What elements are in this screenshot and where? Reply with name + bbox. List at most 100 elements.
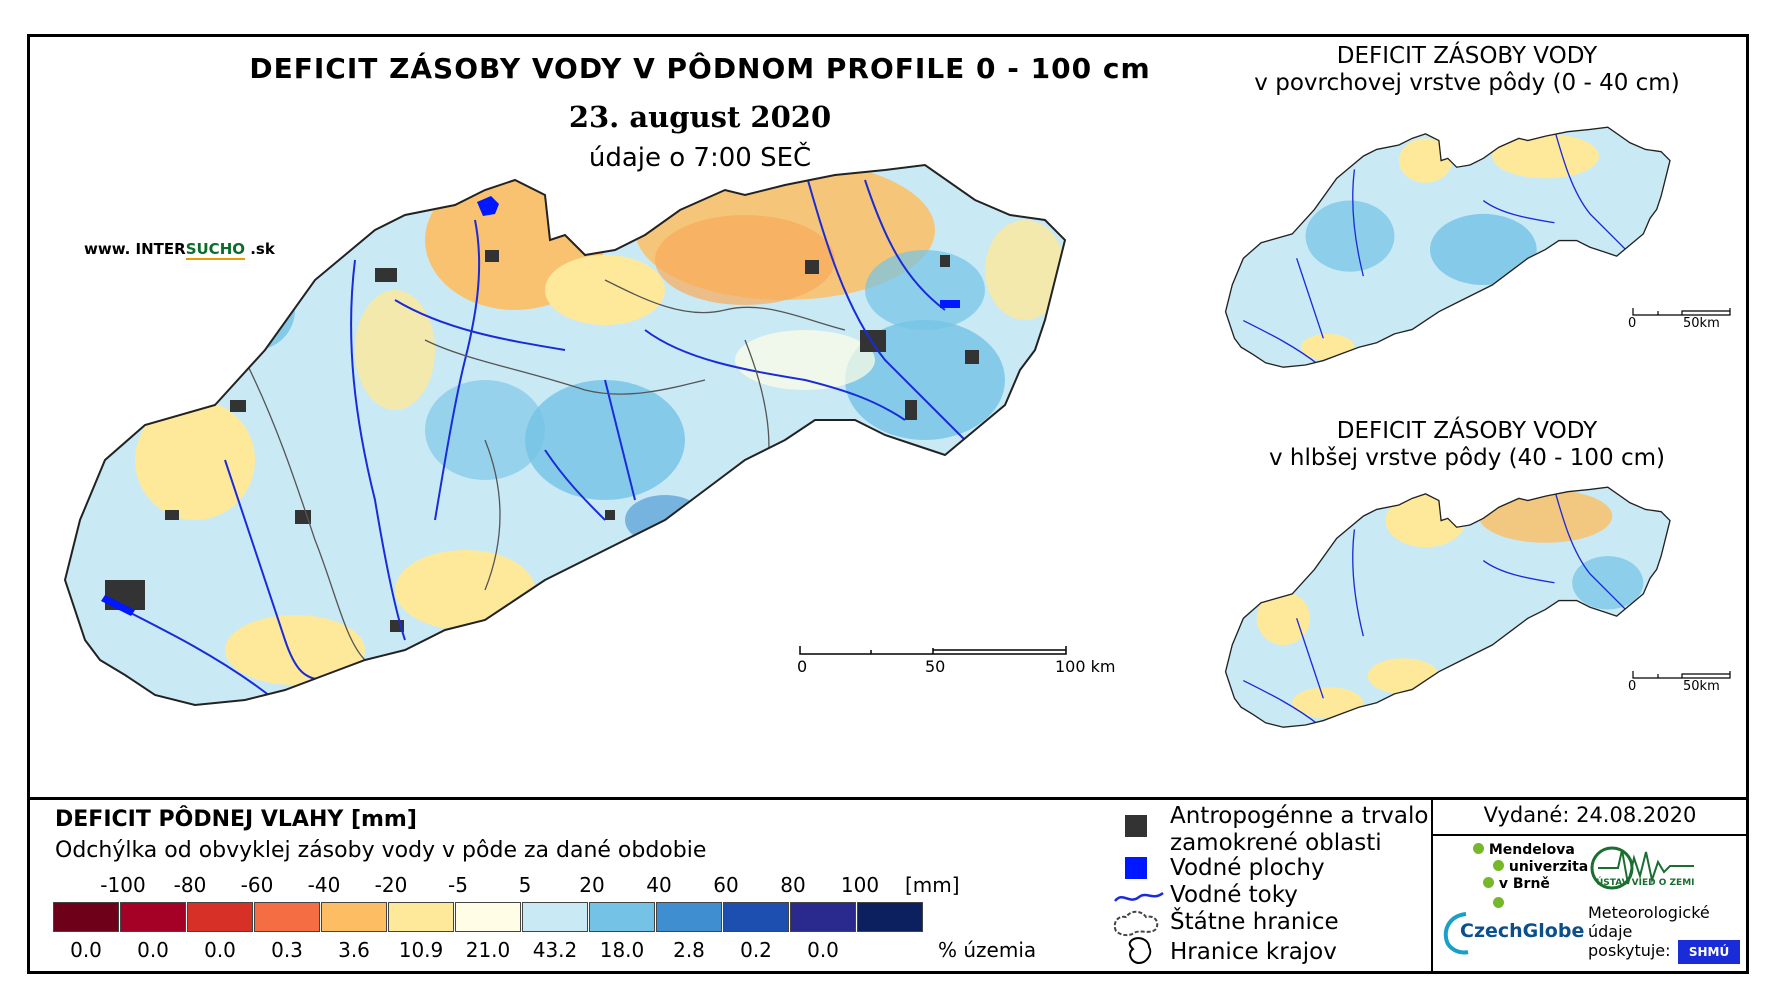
ustav-logo-text: ÚSTAV VIED O ZEMI bbox=[1596, 878, 1695, 888]
czechglobe-logo: CzechGlobe bbox=[1460, 920, 1585, 942]
side-map-top-title-line1: DEFICIT ZÁSOBY VODY bbox=[1336, 43, 1598, 69]
urban-area-label-line1: Antropogénne a trvalo bbox=[1170, 803, 1429, 829]
legend-title: DEFICIT PÔDNEJ VLAHY [mm] bbox=[55, 807, 417, 832]
legend-swatch bbox=[254, 902, 320, 932]
legend-percent: 18.0 bbox=[599, 938, 645, 962]
logo-separator-horizontal bbox=[1431, 834, 1749, 836]
legend-percent: 43.2 bbox=[532, 938, 578, 962]
website-suffix: .sk bbox=[245, 240, 275, 258]
legend-percent: 3.6 bbox=[338, 938, 370, 962]
side-scale-bar-top bbox=[1632, 308, 1731, 316]
water-body-symbol bbox=[1125, 857, 1147, 879]
main-scale-bar bbox=[799, 646, 1067, 655]
legend-tick: 20 bbox=[579, 873, 605, 897]
main-scale-label-100: 100 km bbox=[1055, 657, 1116, 676]
legend-percent: 0.0 bbox=[137, 938, 169, 962]
region-border-symbol bbox=[1128, 937, 1152, 965]
legend-tick: -5 bbox=[448, 873, 468, 897]
legend-swatch bbox=[321, 902, 387, 932]
legend-swatch bbox=[187, 902, 253, 932]
side-map-top-title-line2: v povrchovej vrstve pôdy (0 - 40 cm) bbox=[1254, 70, 1680, 96]
legend-tick: 40 bbox=[646, 873, 672, 897]
legend-percent: 0.0 bbox=[70, 938, 102, 962]
legend-tick: -60 bbox=[240, 873, 274, 897]
legend-separator bbox=[27, 797, 1749, 800]
main-scale-label-50: 50 bbox=[925, 657, 946, 676]
side-map-surface bbox=[1224, 126, 1671, 368]
legend-swatch bbox=[455, 902, 521, 932]
legend-swatch bbox=[723, 902, 789, 932]
side-scale-top-50: 50km bbox=[1683, 316, 1720, 331]
side-scale-top-0: 0 bbox=[1628, 316, 1637, 331]
water-body-label: Vodné plochy bbox=[1170, 855, 1325, 881]
mendel-text-1: Mendelova bbox=[1488, 842, 1575, 858]
legend-percent: 0.0 bbox=[807, 938, 839, 962]
side-map-bottom-title-line1: DEFICIT ZÁSOBY VODY bbox=[1336, 418, 1598, 444]
legend-tick: -20 bbox=[374, 873, 408, 897]
legend-percent: 21.0 bbox=[465, 938, 511, 962]
legend-percent: 2.8 bbox=[673, 938, 705, 962]
legend-percent: 0.3 bbox=[271, 938, 303, 962]
mendel-dot-icon bbox=[1473, 843, 1484, 854]
state-border-label: Štátne hranice bbox=[1170, 909, 1339, 935]
legend-swatch bbox=[790, 902, 856, 932]
urban-area-label: Antropogénne a trvalo zamokrené oblasti bbox=[1170, 803, 1428, 857]
mendel-line4 bbox=[1473, 893, 1593, 912]
legend-unit: [mm] bbox=[905, 873, 960, 897]
legend-subtitle: Odchýlka od obvyklej zásoby vody v pôde … bbox=[55, 838, 707, 863]
mendel-text-2: univerzita bbox=[1508, 859, 1589, 875]
meteo-provider-text: Meteorologické údaje poskytuje: bbox=[1588, 903, 1710, 960]
legend-tick: -80 bbox=[173, 873, 207, 897]
legend-tick: 60 bbox=[713, 873, 739, 897]
legend-tick: 80 bbox=[780, 873, 806, 897]
legend-swatch bbox=[857, 902, 923, 932]
website-link[interactable]: www. INTERSUCHO .sk bbox=[84, 240, 275, 260]
region-border-label: Hranice krajov bbox=[1170, 939, 1337, 965]
legend-swatch bbox=[656, 902, 722, 932]
legend-tick: -40 bbox=[307, 873, 341, 897]
website-highlight: SUCHO bbox=[185, 240, 245, 260]
river-label: Vodné toky bbox=[1170, 882, 1298, 908]
mendel-line3: v Brně bbox=[1473, 876, 1593, 893]
legend-tick: 100 bbox=[840, 873, 880, 897]
legend-tick: -100 bbox=[100, 873, 146, 897]
main-map bbox=[63, 163, 1067, 707]
legend-swatch bbox=[388, 902, 454, 932]
issued-date: Vydané: 24.08.2020 bbox=[1483, 803, 1697, 827]
side-scale-bar-bottom bbox=[1632, 671, 1731, 679]
legend-percent: 0.0 bbox=[204, 938, 236, 962]
logo-separator-vertical bbox=[1431, 797, 1433, 974]
meteo-line3: poskytuje: bbox=[1588, 941, 1671, 960]
ustav-vied-o-zemi-logo bbox=[1590, 846, 1694, 890]
side-scale-bottom-50: 50km bbox=[1683, 679, 1720, 694]
state-border-symbol bbox=[1113, 910, 1159, 937]
side-scale-bottom-0: 0 bbox=[1628, 679, 1637, 694]
mendel-logo: Mendelova univerzita v Brně bbox=[1473, 842, 1593, 912]
legend-swatch bbox=[589, 902, 655, 932]
legend-percent: 10.9 bbox=[398, 938, 444, 962]
side-map-bottom-title: DEFICIT ZÁSOBY VODY v hlbšej vrstve pôdy… bbox=[1207, 418, 1727, 472]
side-map-deep bbox=[1224, 486, 1671, 728]
map-title: DEFICIT ZÁSOBY VODY V PÔDNOM PROFILE 0 -… bbox=[249, 52, 1151, 85]
legend-tick: 5 bbox=[518, 873, 532, 897]
shmu-logo: SHMÚ bbox=[1678, 940, 1740, 964]
side-map-top-title: DEFICIT ZÁSOBY VODY v povrchovej vrstve … bbox=[1207, 43, 1727, 97]
mendel-dot-icon bbox=[1493, 897, 1504, 908]
mendel-line1: Mendelova bbox=[1473, 842, 1593, 859]
legend-percent: 0.2 bbox=[740, 938, 772, 962]
river-symbol bbox=[1114, 891, 1164, 902]
mendel-dot-icon bbox=[1493, 860, 1504, 871]
urban-area-symbol bbox=[1125, 815, 1147, 837]
website-prefix: www. INTER bbox=[84, 240, 186, 258]
mendel-text-3: v Brně bbox=[1498, 876, 1550, 892]
time-note: údaje o 7:00 SEČ bbox=[588, 143, 812, 173]
mendel-dot-icon bbox=[1483, 877, 1494, 888]
legend-swatch bbox=[522, 902, 588, 932]
map-date: 23. august 2020 bbox=[568, 100, 832, 134]
legend-swatch bbox=[53, 902, 119, 932]
main-scale-label-0: 0 bbox=[797, 657, 808, 676]
urban-area-label-line2: zamokrené oblasti bbox=[1170, 830, 1382, 856]
meteo-line1: Meteorologické bbox=[1588, 903, 1710, 922]
meteo-line2: údaje bbox=[1588, 922, 1633, 941]
mendel-line2: univerzita bbox=[1473, 859, 1593, 876]
